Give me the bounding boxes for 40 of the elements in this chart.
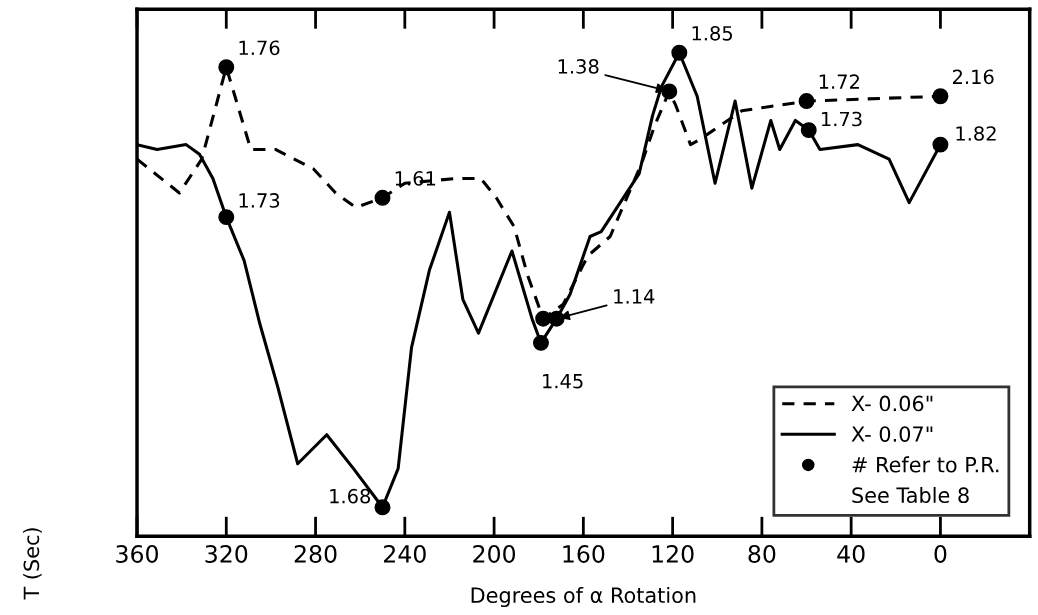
x-tick-label: 40 — [837, 545, 865, 563]
annotation: 1.38 — [558, 59, 599, 74]
x-axis-title: Degrees of α Rotation — [471, 586, 696, 608]
x-tick-label: 0 — [934, 545, 947, 563]
annotation: 1.68 — [330, 488, 371, 504]
point — [932, 88, 949, 105]
legend-label: X- 0.07" — [851, 426, 933, 442]
legend-label: # Refer to P.R. — [852, 456, 999, 473]
point — [535, 310, 552, 327]
annotation: 1.45 — [543, 374, 583, 389]
point — [374, 499, 391, 516]
point — [800, 122, 817, 139]
annotation: 1.14 — [614, 289, 655, 304]
point — [671, 44, 688, 61]
point — [661, 83, 678, 100]
x-tick-label: 240 — [384, 545, 426, 563]
annotation: 1.72 — [819, 74, 859, 89]
point — [218, 209, 235, 226]
annotation: 1.76 — [239, 40, 280, 56]
y-axis-title: T (Sec) — [23, 528, 42, 600]
point — [798, 93, 815, 110]
x-tick-label: 360 — [116, 545, 158, 563]
point — [218, 59, 235, 76]
x-tick-label: 200 — [473, 545, 516, 563]
x-tick-label: 120 — [652, 545, 694, 563]
point — [532, 334, 549, 351]
point — [932, 136, 949, 153]
point — [374, 189, 391, 206]
x-tick-label: 80 — [748, 545, 776, 563]
annotation: 1.73 — [239, 193, 280, 208]
annotation: See Table 8 — [852, 486, 969, 504]
point — [548, 310, 565, 327]
annotation: 1.82 — [956, 126, 996, 141]
annotation: 1.85 — [692, 25, 733, 41]
legend-label: X- 0.06" — [851, 395, 933, 412]
annotation: 1.73 — [822, 111, 862, 127]
x-tick-label: 320 — [205, 545, 248, 563]
x-tick-label: 160 — [563, 545, 605, 563]
x-tick-label: 280 — [294, 545, 337, 563]
annotation: 2.16 — [952, 69, 994, 85]
